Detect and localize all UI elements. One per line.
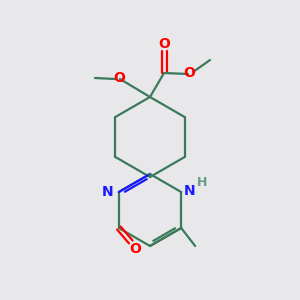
Text: N: N — [102, 185, 114, 199]
Text: N: N — [184, 184, 196, 198]
Text: O: O — [113, 71, 125, 85]
Text: O: O — [183, 66, 195, 80]
Text: O: O — [158, 37, 170, 51]
Text: H: H — [197, 176, 208, 190]
Text: O: O — [129, 242, 141, 256]
